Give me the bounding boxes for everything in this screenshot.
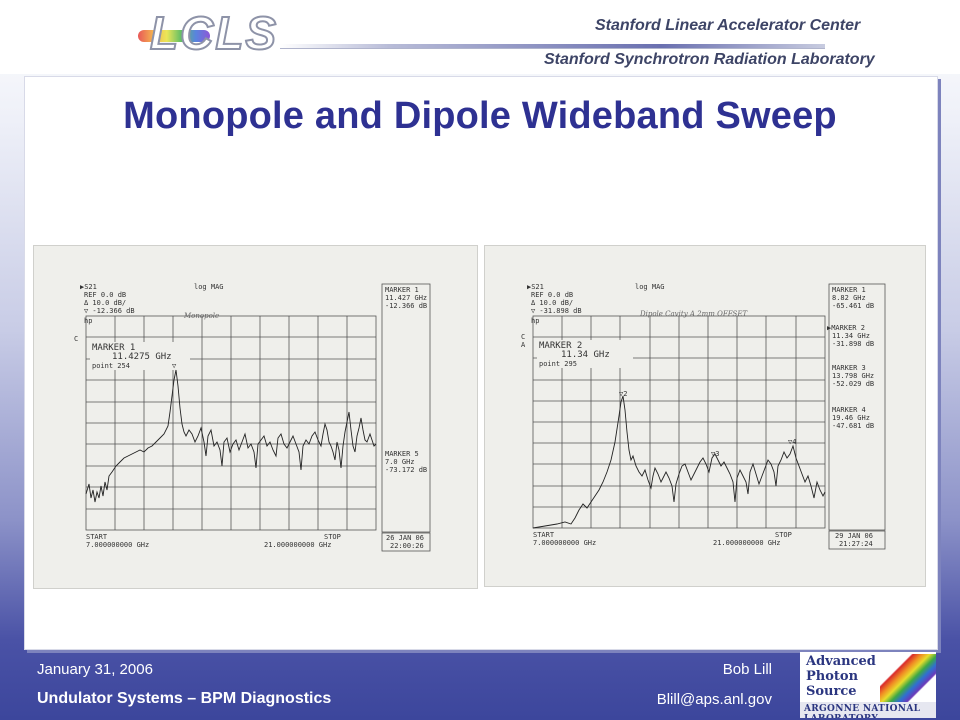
footer-project: Undulator Systems – BPM Diagnostics	[37, 690, 332, 707]
right-panel-m1-db: -65.461 dB	[832, 302, 874, 310]
left-scale-line1: ▶S21	[80, 283, 97, 291]
aps-logo-line1: Advanced	[806, 654, 876, 669]
right-panel-m3-title: MARKER 3	[832, 364, 866, 372]
left-channel: C	[74, 335, 78, 343]
right-channel: C	[521, 333, 525, 341]
dipole-trace	[532, 395, 826, 529]
left-panel-m1-title: MARKER 1	[385, 286, 419, 294]
right-format: log MAG	[635, 283, 665, 291]
right-marker3-glyph: ▽3	[711, 450, 719, 458]
dipole-sweep-plot: ▶S21 REF 0.0 dB Δ 10.0 dB/ ▽ -31.898 dB …	[484, 245, 926, 587]
right-scale-line2: REF 0.0 dB	[531, 291, 573, 299]
slide-title: Monopole and Dipole Wideband Sweep	[123, 95, 837, 137]
right-marker-readout-bg	[537, 340, 633, 368]
left-marker-readout-bg	[90, 342, 190, 370]
right-time: 21:27:24	[839, 540, 873, 548]
left-marker-box-line3: point 254	[92, 362, 130, 370]
left-stop-label: STOP	[324, 533, 341, 541]
right-marker2-glyph: ▽2	[619, 390, 627, 398]
right-panel-m4-freq: 19.46 GHz	[832, 414, 870, 422]
right-datetime-box	[828, 530, 886, 550]
right-stop-label: STOP	[775, 531, 792, 539]
right-panel-m2-freq: 11.34 GHz	[832, 332, 870, 340]
left-panel-m1-db: -12.366 dB	[385, 302, 427, 310]
left-hp: hp	[84, 317, 92, 325]
left-marker-panel: MARKER 1 11.427 GHz -12.366 dB MARKER 5 …	[381, 283, 431, 533]
left-marker-box-line2: 11.4275 GHz	[112, 352, 172, 362]
left-stop-value: 21.000000000 GHz	[264, 541, 331, 549]
right-hp: hp	[531, 317, 539, 325]
left-scale-text: ▶S21 REF 0.0 dB Δ 10.0 dB/ ▽ -12.366 dB …	[74, 283, 224, 343]
left-datetime-box	[381, 532, 431, 552]
right-start-value: 7.000000000 GHz	[533, 539, 596, 547]
monopole-sweep-plot: ▶S21 REF 0.0 dB Δ 10.0 dB/ ▽ -12.366 dB …	[33, 245, 478, 589]
monopole-sweep-svg: ▶S21 REF 0.0 dB Δ 10.0 dB/ ▽ -12.366 dB …	[74, 283, 431, 552]
right-panel-m3-db: -52.029 dB	[832, 380, 874, 388]
aps-logo-line3: Source	[806, 684, 857, 699]
right-panel-m1-title: MARKER 1	[832, 286, 866, 294]
right-marker-box-line3: point 295	[539, 360, 577, 368]
slide-header: LCLS Stanford Linear Accelerator Center …	[0, 0, 960, 74]
header-rule	[280, 44, 825, 48]
right-scale-text: ▶S21 REF 0.0 dB Δ 10.0 dB/ ▽ -31.898 dB …	[521, 283, 748, 349]
footer-email: Blill@aps.anl.gov	[656, 691, 772, 708]
left-format: log MAG	[194, 283, 224, 291]
header-rule-thin	[280, 48, 825, 49]
right-handwritten-label: Dipole Cavity A 2mm OFFSET	[639, 310, 748, 318]
aps-lab-name: ARGONNE NATIONAL LABORATORY	[804, 704, 921, 718]
right-date: 29 JAN 06	[835, 532, 873, 540]
right-scale-line3: Δ 10.0 dB/	[531, 299, 573, 307]
right-panel-m1-freq: 8.82 GHz	[832, 294, 866, 302]
right-scale-line1: ▶S21	[527, 283, 544, 291]
right-panel-m3-freq: 13.798 GHz	[832, 372, 874, 380]
left-start-label: START	[86, 533, 108, 541]
left-start-value: 7.000000000 GHz	[86, 541, 149, 549]
right-marker4-glyph: ▽4	[788, 438, 796, 446]
left-date: 26 JAN 06	[386, 534, 424, 542]
left-panel-m5-db: -73.172 dB	[385, 466, 427, 474]
aps-lab-bar	[800, 702, 936, 718]
left-panel-m5-freq: 7.0 GHz	[385, 458, 415, 466]
lcls-logo: LCLS	[149, 6, 279, 60]
right-marker-box-line2: 11.34 GHz	[561, 350, 610, 360]
footer-date: January 31, 2006	[37, 661, 153, 678]
right-start-label: START	[533, 531, 555, 539]
right-marker-panel: MARKER 1 8.82 GHz -65.461 dB ▶MARKER 2 1…	[827, 283, 886, 531]
right-scale-line4: ▽ -31.898 dB	[531, 307, 582, 315]
monopole-trace	[85, 369, 377, 503]
lcls-logo-spectrum	[138, 30, 210, 42]
left-scale-line2: REF 0.0 dB	[84, 291, 126, 299]
right-panel-m2-title: ▶MARKER 2	[827, 324, 865, 332]
right-panel-m4-title: MARKER 4	[832, 406, 866, 414]
aps-logo-line2: Photon	[806, 669, 859, 684]
left-panel-m1-freq: 11.427 GHz	[385, 294, 427, 302]
org-name-slac: Stanford Linear Accelerator Center	[595, 17, 861, 34]
right-panel-m2-db: -31.898 dB	[832, 340, 874, 348]
aps-logo: Advanced Photon Source ARGONNE NATIONAL …	[800, 652, 936, 718]
right-stop-value: 21.000000000 GHz	[713, 539, 780, 547]
right-marker-box-line1: MARKER 2	[539, 341, 582, 351]
left-scale-line4: ▽ -12.366 dB	[84, 307, 135, 315]
left-time: 22:00:26	[390, 542, 424, 550]
left-marker-box-line1: MARKER 1	[92, 343, 135, 353]
org-name-ssrl: Stanford Synchrotron Radiation Laborator…	[544, 51, 875, 68]
footer-author: Bob Lill	[722, 661, 772, 678]
left-panel-m5-title: MARKER 5	[385, 450, 419, 458]
left-scale-line3: Δ 10.0 dB/	[84, 299, 126, 307]
aps-rainbow-graphic	[880, 654, 936, 702]
right-grid	[532, 315, 826, 529]
left-marker-glyph: ▽	[172, 362, 177, 370]
right-channel2: A	[521, 341, 526, 349]
right-panel-m4-db: -47.681 dB	[832, 422, 874, 430]
dipole-sweep-svg: ▶S21 REF 0.0 dB Δ 10.0 dB/ ▽ -31.898 dB …	[521, 283, 886, 550]
